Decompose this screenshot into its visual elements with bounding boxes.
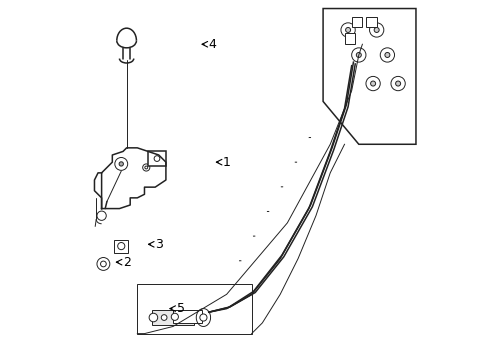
Circle shape xyxy=(171,313,178,320)
Circle shape xyxy=(144,166,147,169)
Circle shape xyxy=(97,257,110,270)
Circle shape xyxy=(340,23,354,37)
Circle shape xyxy=(365,76,380,91)
Circle shape xyxy=(115,157,127,170)
Circle shape xyxy=(345,27,350,32)
Text: 2: 2 xyxy=(123,256,131,269)
Bar xyxy=(173,310,201,323)
Bar xyxy=(137,284,251,334)
Circle shape xyxy=(356,53,361,58)
Bar xyxy=(151,310,194,325)
Circle shape xyxy=(370,81,375,86)
Bar xyxy=(344,33,354,44)
Bar xyxy=(114,240,128,252)
Circle shape xyxy=(384,53,389,58)
Circle shape xyxy=(154,156,160,161)
Circle shape xyxy=(380,48,394,62)
Circle shape xyxy=(390,76,405,91)
Polygon shape xyxy=(323,9,415,144)
Circle shape xyxy=(373,27,378,32)
Circle shape xyxy=(149,313,157,322)
Text: 4: 4 xyxy=(208,38,216,51)
Text: 5: 5 xyxy=(176,302,184,315)
Circle shape xyxy=(97,211,106,220)
Polygon shape xyxy=(148,152,165,166)
Text: 3: 3 xyxy=(155,238,163,251)
Circle shape xyxy=(118,243,124,249)
Circle shape xyxy=(369,23,383,37)
Text: 1: 1 xyxy=(223,156,230,168)
Circle shape xyxy=(161,315,166,320)
Circle shape xyxy=(200,314,206,321)
Circle shape xyxy=(101,261,106,267)
Circle shape xyxy=(395,81,400,86)
Bar xyxy=(351,17,362,27)
Circle shape xyxy=(142,164,149,171)
Circle shape xyxy=(351,48,365,62)
Circle shape xyxy=(119,162,123,166)
Bar xyxy=(365,17,376,27)
